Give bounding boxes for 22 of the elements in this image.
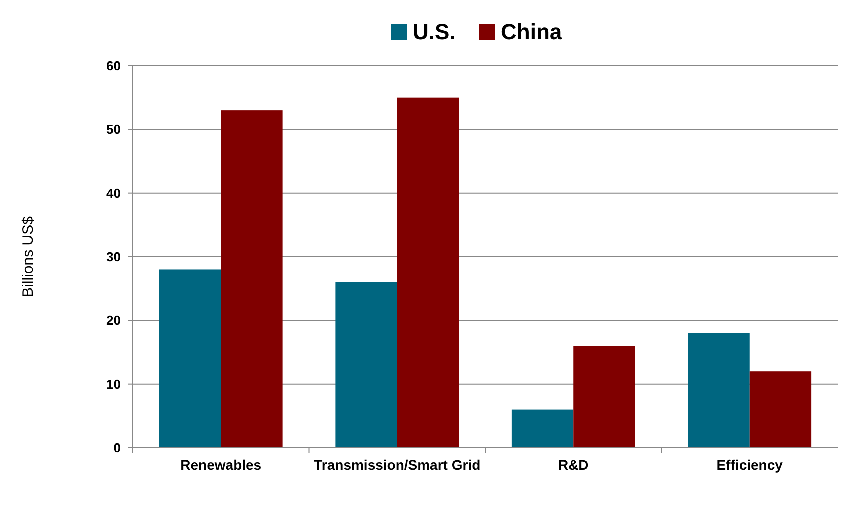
x-tick-label: Renewables — [180, 457, 262, 473]
bar — [574, 346, 636, 448]
bar — [512, 410, 574, 448]
y-tick-label: 50 — [106, 122, 121, 138]
x-tick-label: R&D — [558, 457, 589, 473]
bar — [688, 333, 750, 448]
y-tick-label: 30 — [106, 250, 121, 265]
x-tick-label: Transmission/Smart Grid — [314, 457, 481, 473]
y-tick-label: 0 — [114, 440, 121, 456]
y-tick-label: 10 — [106, 376, 121, 392]
y-axis-title: Billions US$ — [20, 216, 37, 298]
y-tick-label: 40 — [106, 186, 121, 201]
y-tick-label: 20 — [106, 313, 121, 328]
legend-label: U.S. — [413, 20, 456, 45]
bar — [221, 110, 283, 448]
legend-label: China — [501, 20, 563, 45]
bar — [159, 270, 222, 448]
y-tick-label: 60 — [106, 58, 121, 74]
bar — [397, 98, 460, 448]
bar — [336, 282, 398, 448]
x-tick-label: Efficiency — [716, 457, 784, 473]
bar — [750, 372, 812, 448]
